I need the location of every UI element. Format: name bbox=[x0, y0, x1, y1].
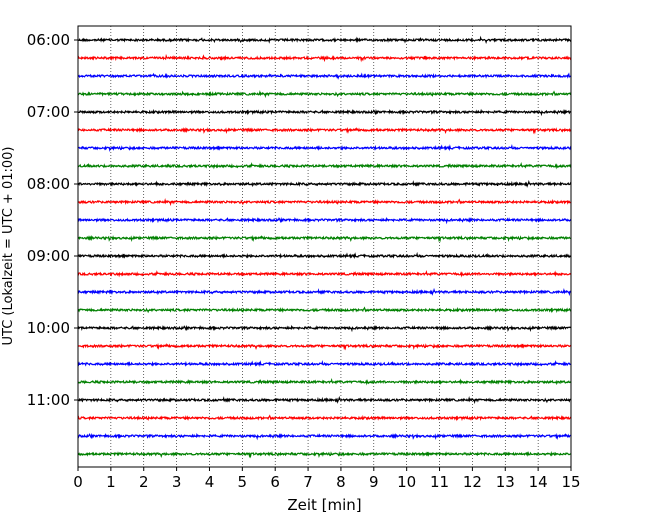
trace-0830 bbox=[77, 216, 572, 225]
trace-1130 bbox=[77, 432, 572, 441]
trace-0945 bbox=[77, 306, 572, 314]
trace-0600 bbox=[77, 35, 572, 44]
trace-0915 bbox=[77, 270, 572, 278]
plot-frame bbox=[77, 25, 572, 468]
trace-0700 bbox=[77, 108, 572, 117]
y-tick-label: 07:00 bbox=[27, 103, 70, 121]
y-tick-label: 08:00 bbox=[27, 175, 70, 193]
y-axis-ticks: 06:00 07:00 08:00 09:00 10:00 11:00 bbox=[27, 31, 78, 409]
trace-0645 bbox=[77, 90, 572, 99]
trace-0900 bbox=[77, 251, 572, 260]
x-tick-label: 5 bbox=[238, 473, 248, 491]
trace-layer bbox=[77, 35, 572, 459]
x-tick-label: 3 bbox=[172, 473, 182, 491]
x-tick-label: 9 bbox=[369, 473, 379, 491]
x-axis-ticks: 0 1 2 3 4 5 6 7 8 9 10 11 12 13 14 15 bbox=[73, 467, 581, 491]
trace-1045 bbox=[77, 378, 572, 386]
trace-0615 bbox=[77, 53, 572, 63]
y-tick-label: 06:00 bbox=[27, 31, 70, 49]
x-tick-label: 0 bbox=[73, 473, 83, 491]
trace-1100 bbox=[77, 395, 572, 405]
x-tick-label: 14 bbox=[529, 473, 548, 491]
trace-1145 bbox=[77, 450, 572, 459]
x-tick-label: 6 bbox=[270, 473, 280, 491]
trace-1000 bbox=[77, 324, 572, 333]
y-tick-label: 11:00 bbox=[27, 391, 70, 409]
x-axis-label: Zeit [min] bbox=[287, 496, 361, 514]
trace-0930 bbox=[77, 287, 572, 297]
x-tick-label: 15 bbox=[561, 473, 580, 491]
trace-0800 bbox=[77, 179, 572, 188]
x-tick-label: 8 bbox=[336, 473, 346, 491]
y-tick-label: 09:00 bbox=[27, 247, 70, 265]
x-tick-label: 4 bbox=[205, 473, 215, 491]
trace-1115 bbox=[77, 414, 572, 422]
x-tick-label: 13 bbox=[496, 473, 515, 491]
trace-1015 bbox=[77, 342, 572, 351]
trace-0730 bbox=[78, 143, 572, 153]
trace-1030 bbox=[77, 359, 572, 368]
y-tick-label: 10:00 bbox=[27, 319, 70, 337]
trace-0745 bbox=[77, 162, 572, 170]
trace-0845 bbox=[77, 234, 572, 243]
trace-0715 bbox=[77, 126, 572, 135]
x-tick-label: 12 bbox=[463, 473, 482, 491]
x-tick-label: 11 bbox=[430, 473, 449, 491]
x-tick-label: 7 bbox=[303, 473, 313, 491]
y-axis-label: UTC (Lokalzeit = UTC + 01:00) bbox=[1, 147, 16, 346]
trace-0630 bbox=[77, 72, 572, 80]
x-tick-label: 2 bbox=[139, 473, 149, 491]
x-tick-label: 1 bbox=[106, 473, 116, 491]
trace-0815 bbox=[77, 198, 572, 207]
x-tick-label: 10 bbox=[397, 473, 416, 491]
